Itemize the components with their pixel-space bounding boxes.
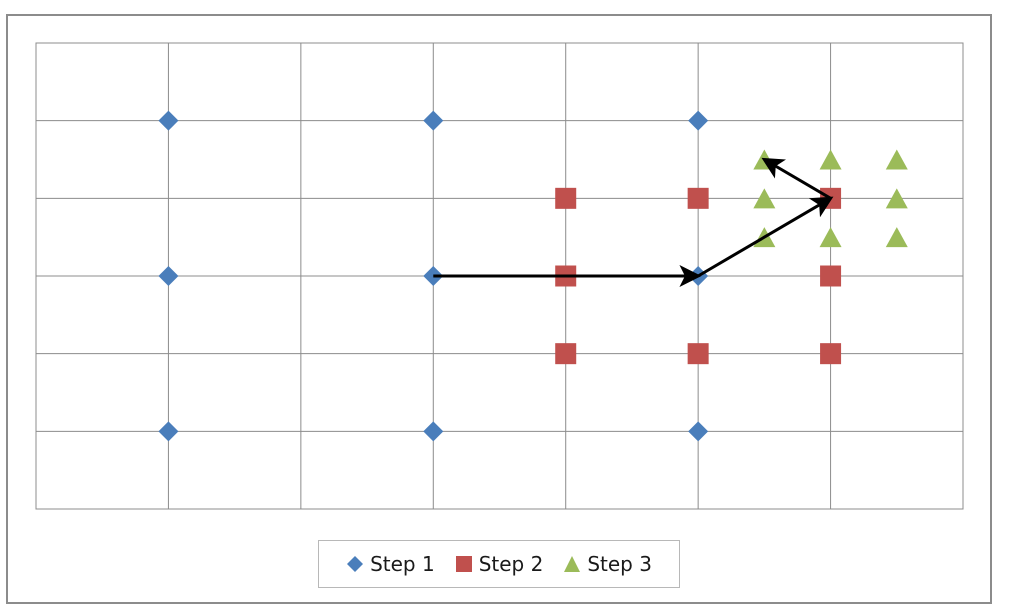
data-point-triangle: [753, 188, 776, 209]
data-point-square: [820, 265, 842, 287]
legend-item: Step 1: [346, 552, 435, 576]
legend: Step 1 Step 2 Step 3: [318, 540, 680, 588]
arrows: [433, 157, 834, 287]
square-marker: [455, 556, 472, 572]
legend-item: Step 2: [455, 552, 544, 576]
data-point-diamond: [688, 421, 709, 442]
legend-marker-triangle: [564, 556, 581, 572]
data-point-square: [687, 187, 709, 209]
data-point-triangle: [819, 149, 842, 170]
data-point-diamond: [158, 421, 179, 442]
data-point-triangle: [819, 227, 842, 248]
data-point-square: [555, 343, 577, 365]
data-point-diamond: [423, 421, 444, 442]
legend-item: Step 3: [563, 552, 652, 576]
data-point-triangle: [885, 227, 908, 248]
data-point-diamond: [158, 110, 179, 131]
data-point-diamond: [158, 266, 179, 286]
diamond-marker: [347, 556, 364, 572]
data-point-diamond: [688, 110, 709, 131]
legend-marker-diamond: [347, 556, 364, 572]
data-point-diamond: [423, 110, 444, 131]
legend-label: Step 2: [478, 552, 544, 576]
triangle-marker: [564, 556, 581, 572]
data-point-square: [687, 343, 709, 365]
legend-label: Step 1: [370, 552, 435, 576]
legend-marker-square: [455, 556, 472, 572]
data-point-triangle: [885, 188, 908, 209]
legend-label: Step 3: [587, 552, 652, 576]
data-point-square: [820, 343, 842, 365]
data-point-square: [555, 187, 577, 209]
arrow: [697, 196, 834, 278]
data-point-triangle: [885, 149, 908, 170]
arrow: [761, 157, 832, 200]
